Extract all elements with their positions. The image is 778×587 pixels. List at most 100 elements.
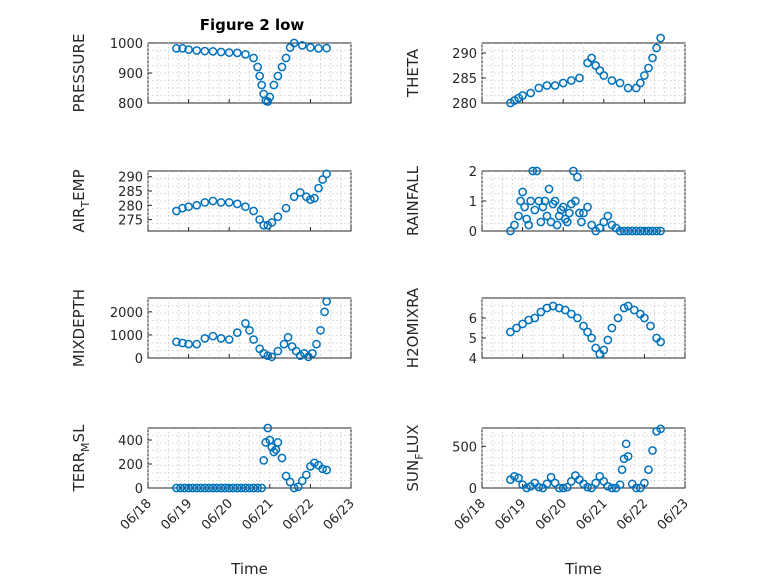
data-point (245, 325, 254, 335)
data-point (615, 480, 625, 490)
data-point (603, 335, 613, 345)
data-point (562, 217, 572, 227)
y-tick-label: 500 (452, 440, 477, 455)
y-axis-label: AIRTEMP (70, 169, 92, 232)
data-point (569, 166, 578, 176)
data-point (263, 423, 273, 433)
data-point (564, 208, 574, 218)
data-point (656, 33, 665, 43)
data-point (532, 166, 542, 176)
data-point (542, 81, 552, 90)
data-point (534, 482, 544, 492)
data-point (591, 343, 601, 353)
subplot-rainfall: 0 1 2 RAINFALL (404, 165, 686, 240)
data-point (534, 83, 544, 93)
data-point (172, 337, 181, 347)
data-point (192, 200, 202, 210)
y-tick-label: 200 (118, 458, 143, 473)
data-point (212, 483, 222, 493)
data-point (200, 334, 210, 343)
data-point (241, 483, 250, 493)
data-point (573, 172, 582, 182)
y-axis-label: MIXDEPTH (70, 289, 88, 367)
data-point (530, 205, 540, 215)
y-tick-label: 290 (118, 171, 143, 186)
y-tick-label: 0 (469, 225, 477, 240)
data-point (516, 196, 525, 206)
y-tick-label: 1000 (110, 329, 143, 344)
data-point (506, 226, 515, 236)
data-point (306, 43, 315, 52)
data-point (599, 217, 609, 227)
data-point (228, 483, 238, 493)
y-tick-label: 285 (118, 185, 143, 200)
y-tick-label: 0 (469, 482, 477, 497)
data-point (281, 53, 291, 63)
data-point (512, 323, 521, 333)
x-tick-label: 06/23 (655, 496, 692, 533)
data-point (550, 81, 560, 90)
data-point (172, 44, 181, 53)
data-point (255, 71, 264, 81)
x-axis-label: Time (230, 560, 268, 578)
figure-title: Figure 2 low (200, 16, 305, 34)
data-point (200, 483, 210, 493)
data-point (269, 80, 279, 90)
y-tick-label: 1000 (110, 37, 143, 52)
data-point (224, 335, 234, 344)
data-point (208, 196, 218, 206)
data-point (615, 226, 625, 236)
data-point (644, 226, 653, 236)
data-point (566, 309, 576, 319)
data-point (579, 321, 588, 331)
y-axis-label: THETA (404, 48, 422, 98)
data-point (273, 71, 283, 81)
data-point (200, 198, 210, 207)
data-point (558, 202, 568, 212)
data-point (259, 220, 269, 230)
data-point (277, 453, 287, 463)
data-point (267, 218, 277, 227)
data-point (208, 483, 218, 493)
x-tick-label: 06/21 (574, 496, 611, 533)
data-point (550, 196, 560, 206)
data-point (178, 203, 187, 213)
data-point (577, 217, 586, 227)
data-point (267, 352, 277, 362)
data-point (644, 465, 653, 475)
data-point (281, 203, 291, 213)
data-point (237, 483, 246, 493)
data-point (526, 196, 536, 206)
data-point (542, 479, 552, 489)
data-point (216, 198, 226, 207)
data-point (591, 478, 601, 488)
x-tick-label: 06/22 (280, 496, 317, 533)
data-point (192, 46, 202, 55)
subplot-sun_flux: 0 500 06/18 06/19 06/20 06/21 06/22 06/23 Time SU… (404, 424, 692, 578)
data-point (587, 53, 596, 63)
data-point (518, 319, 527, 329)
data-point (249, 53, 258, 63)
data-point (613, 313, 623, 323)
data-point (322, 465, 331, 475)
data-point (656, 337, 665, 347)
subplot-theta: 280 285 290 THETA (404, 33, 686, 112)
data-point (514, 211, 523, 221)
data-point (232, 328, 242, 337)
data-point (656, 226, 665, 236)
data-point (322, 169, 331, 179)
data-point (640, 226, 649, 236)
data-point (623, 226, 633, 236)
data-point (575, 73, 584, 83)
data-point (232, 483, 242, 493)
data-point (297, 41, 307, 50)
y-axis-label: RAINFALL (404, 165, 422, 236)
y-tick-label: 5 (469, 332, 477, 347)
data-point (285, 477, 295, 487)
data-point (646, 321, 655, 331)
data-point (289, 192, 299, 202)
data-point (558, 483, 568, 493)
data-point (648, 226, 657, 236)
